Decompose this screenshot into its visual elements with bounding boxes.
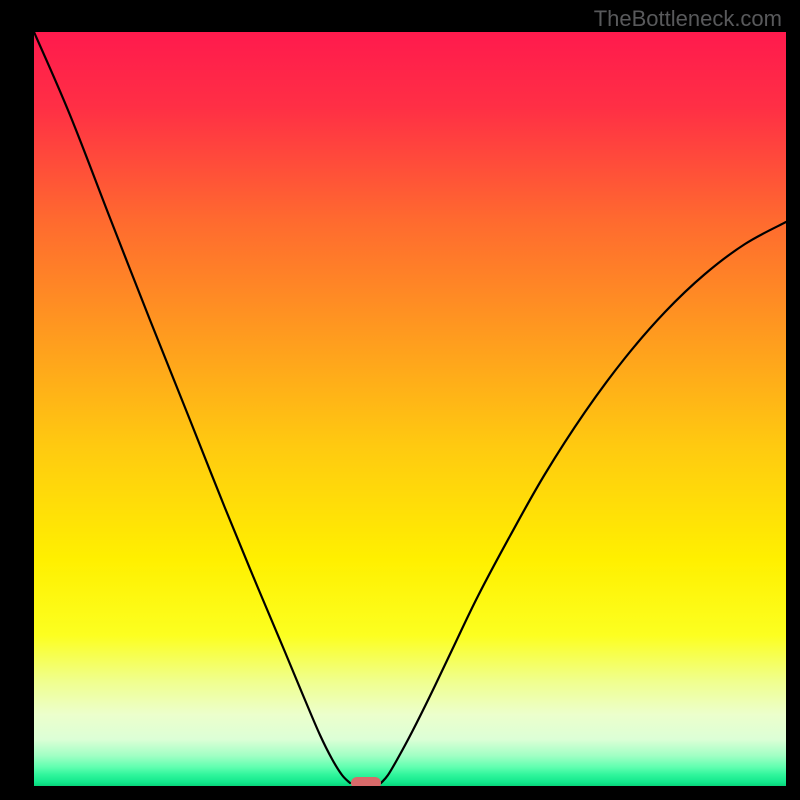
bottleneck-plot — [34, 32, 786, 786]
frame-border-left — [0, 0, 34, 800]
watermark-text: TheBottleneck.com — [594, 6, 782, 32]
frame-border-bottom — [0, 786, 800, 800]
frame-border-right — [786, 0, 800, 800]
chart-frame: TheBottleneck.com — [0, 0, 800, 800]
minimum-marker — [351, 777, 381, 786]
gradient-background — [34, 32, 786, 786]
